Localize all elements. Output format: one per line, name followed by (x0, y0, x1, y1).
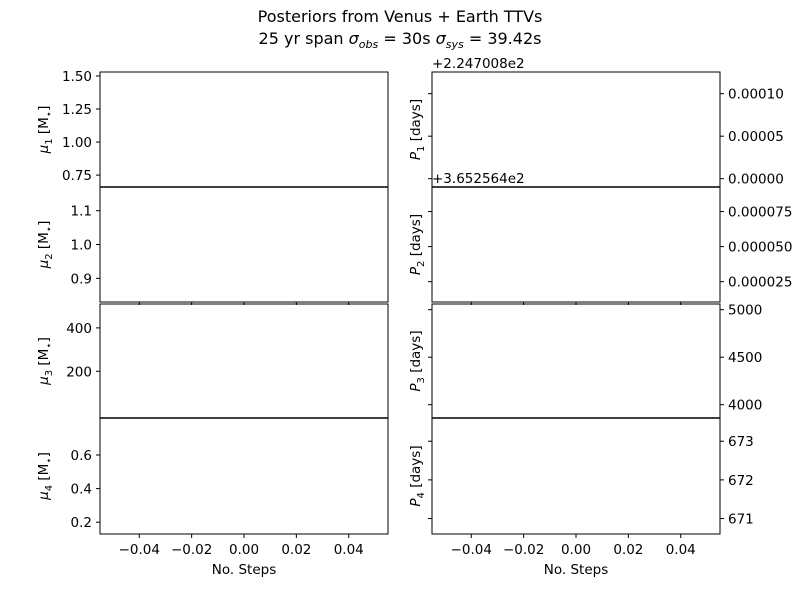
y-axis-label: μ4 [M⋆] (36, 452, 55, 501)
y-tick-label: 672 (728, 473, 754, 489)
y-tick-label: 4000 (728, 398, 762, 414)
y-tick-label: 1.0 (71, 238, 92, 254)
panel-mu3: 200 400 μ3 [M⋆] (36, 321, 100, 386)
title-span-label: 25 yr span (259, 29, 349, 48)
y-label-unit-subscript: ⋆ (44, 457, 55, 463)
y-label-unit: [M (36, 117, 52, 138)
y-label-unit-subscript: ⋆ (44, 111, 55, 117)
y-tick-label: 1.1 (71, 204, 92, 220)
y-axis-label: μ2 [M⋆] (36, 221, 55, 270)
y-tick-label: 4500 (728, 350, 762, 366)
y-label-subscript: 3 (416, 377, 427, 383)
x-tick-label: −0.04 (119, 542, 160, 558)
y-label-close: ] (36, 221, 52, 226)
y-tick-label: 0.00010 (728, 87, 784, 103)
y-label-close: ] (36, 452, 52, 457)
y-tick-label: 0.000075 (728, 205, 792, 221)
y-label-subscript: 2 (44, 253, 55, 259)
y-tick-label: 0.00005 (728, 129, 784, 145)
y-label-symbol: P (408, 266, 424, 275)
x-tick-label: 0.02 (281, 542, 311, 558)
x-tick-label: 0.02 (613, 542, 643, 558)
y-tick-label: 0.2 (71, 515, 92, 531)
x-tick-label: 0.04 (334, 542, 364, 558)
y-axis-label: P4 [days] (408, 445, 427, 506)
y-label-unit: [M (36, 232, 52, 253)
y-axis-label: P1 [days] (408, 99, 427, 160)
y-tick-label: 673 (728, 434, 754, 450)
y-label-unit-subscript: ⋆ (44, 342, 55, 348)
y-axis-label: P3 [days] (408, 330, 427, 391)
x-axis-label: No. Steps (212, 562, 276, 578)
y-tick-label: 0.000025 (728, 275, 792, 291)
y-tick-label: 0.6 (71, 448, 92, 464)
title-sigma-sys: σ (436, 29, 447, 48)
x-axis-layer: −0.04 −0.02 0.00 0.02 0.04 No. Steps −0.04 −0.0… (119, 302, 696, 578)
y-label-unit: [days] (408, 330, 424, 377)
title-obs-value: = 30s (378, 29, 435, 48)
panel-p4: 671 672 673 P4 [days] (408, 434, 754, 527)
y-tick-label: 0.4 (71, 482, 92, 498)
y-axis-label: P2 [days] (408, 214, 427, 275)
panel-p3: 4000 4500 5000 P3 [days] (408, 303, 762, 414)
y-tick-label: 671 (728, 512, 754, 528)
y-label-subscript: 4 (416, 492, 427, 498)
y-offset-text: +3.652564e2 (432, 171, 525, 187)
y-tick-label: 200 (66, 364, 92, 380)
y-label-close: ] (36, 106, 52, 111)
title-obs-subscript: obs (359, 38, 379, 51)
y-label-symbol: P (408, 383, 424, 392)
panel-p1: 0.00000 0.00005 0.00010 P1 [days] +2.247008e… (408, 56, 784, 188)
y-axis-label: μ3 [M⋆] (36, 337, 55, 386)
y-offset-text: +2.247008e2 (432, 56, 525, 72)
y-tick-label: 0.00000 (728, 172, 784, 188)
x-tick-label: −0.02 (503, 542, 544, 558)
y-label-symbol: P (408, 498, 424, 507)
y-label-unit: [days] (408, 445, 424, 492)
title-sigma-obs: σ (349, 29, 360, 48)
title-sys-value: = 39.42s (464, 29, 542, 48)
y-tick-label: 5000 (728, 303, 762, 319)
y-label-subscript: 1 (44, 138, 55, 144)
y-label-subscript: 3 (44, 370, 55, 376)
y-tick-label: 0.75 (62, 168, 92, 184)
chart-title-line1: Posteriors from Venus + Earth TTVs (258, 7, 543, 26)
y-axis-label: μ1 [M⋆] (36, 106, 55, 155)
y-label-subscript: 4 (44, 485, 55, 491)
x-tick-label: 0.00 (561, 542, 591, 558)
panel-mu1: 0.75 1.00 1.25 1.50 μ1 [M⋆] (36, 69, 100, 184)
x-tick-label: −0.04 (451, 542, 492, 558)
y-label-symbol: μ (36, 145, 52, 155)
title-sys-subscript: sys (446, 38, 464, 51)
y-label-subscript: 1 (416, 146, 427, 152)
y-label-symbol: μ (36, 491, 52, 501)
y-label-subscript: 2 (416, 261, 427, 267)
y-tick-label: 1.25 (62, 102, 92, 118)
x-tick-label: 0.00 (229, 542, 259, 558)
y-label-unit: [M (36, 464, 52, 485)
y-tick-label: 1.00 (62, 135, 92, 151)
y-tick-label: 0.000050 (728, 240, 792, 256)
y-label-unit: [days] (408, 99, 424, 146)
y-label-unit-subscript: ⋆ (44, 226, 55, 232)
y-label-close: ] (36, 337, 52, 342)
x-tick-label: −0.02 (171, 542, 212, 558)
y-label-symbol: μ (36, 376, 52, 386)
y-label-unit: [M (36, 349, 52, 370)
panel-mu4: 0.2 0.4 0.6 μ4 [M⋆] (36, 448, 100, 531)
chart-title-line2: 25 yr span σobs = 30s σsys = 39.42s (259, 29, 542, 51)
panel-mu2: 0.9 1.0 1.1 μ2 [M⋆] (36, 204, 100, 287)
y-label-symbol: P (408, 151, 424, 160)
y-tick-label: 400 (66, 321, 92, 337)
y-label-symbol: μ (36, 260, 52, 270)
y-label-unit: [days] (408, 214, 424, 261)
panel-p2: 0.000025 0.000050 0.000075 P2 [days] +3.6525… (408, 171, 792, 291)
x-axis-label: No. Steps (544, 562, 608, 578)
x-tick-label: 0.04 (666, 542, 696, 558)
y-tick-label: 1.50 (62, 69, 92, 85)
y-tick-label: 0.9 (71, 271, 92, 287)
